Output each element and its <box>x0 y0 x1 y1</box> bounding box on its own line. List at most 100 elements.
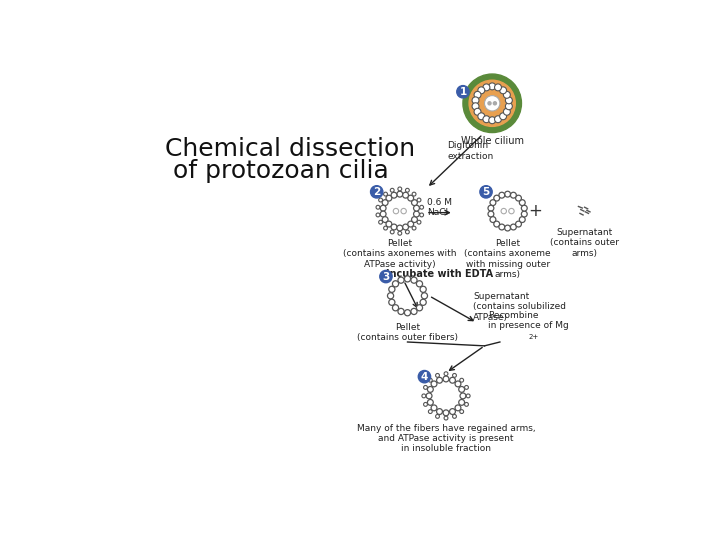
Circle shape <box>420 213 423 217</box>
Circle shape <box>376 205 380 209</box>
Circle shape <box>408 221 413 227</box>
Circle shape <box>474 109 481 115</box>
Circle shape <box>412 226 416 230</box>
Text: Many of the fibers have regained arms,
and ATPase activity is present
in insolub: Many of the fibers have regained arms, a… <box>356 423 535 454</box>
Circle shape <box>449 377 456 383</box>
Circle shape <box>408 195 413 201</box>
Circle shape <box>428 400 433 406</box>
Circle shape <box>444 372 448 376</box>
Circle shape <box>380 211 386 217</box>
Circle shape <box>494 221 500 227</box>
Circle shape <box>472 103 479 110</box>
Circle shape <box>505 225 510 231</box>
Circle shape <box>436 415 439 419</box>
Circle shape <box>391 192 397 198</box>
Circle shape <box>405 230 409 234</box>
Text: 2: 2 <box>373 187 380 197</box>
Circle shape <box>405 188 409 192</box>
Circle shape <box>398 187 402 191</box>
Circle shape <box>478 113 485 120</box>
Circle shape <box>371 186 383 198</box>
Circle shape <box>489 83 495 90</box>
Circle shape <box>460 379 464 382</box>
Circle shape <box>428 379 432 382</box>
Text: 1: 1 <box>459 87 467 97</box>
Circle shape <box>397 191 402 197</box>
Circle shape <box>443 376 449 382</box>
Circle shape <box>494 195 500 201</box>
Circle shape <box>412 200 418 206</box>
Circle shape <box>376 213 380 217</box>
Circle shape <box>490 217 496 222</box>
Circle shape <box>382 217 388 222</box>
Circle shape <box>420 205 423 209</box>
Circle shape <box>516 221 521 227</box>
Circle shape <box>460 393 466 399</box>
Circle shape <box>420 299 426 305</box>
Circle shape <box>510 224 516 230</box>
Text: Whole cilium: Whole cilium <box>461 136 523 146</box>
Circle shape <box>389 299 395 305</box>
Circle shape <box>398 277 404 283</box>
Circle shape <box>413 205 420 211</box>
Circle shape <box>386 195 392 201</box>
Circle shape <box>418 370 431 383</box>
Circle shape <box>416 281 423 287</box>
Circle shape <box>455 405 461 411</box>
Circle shape <box>431 381 437 387</box>
Circle shape <box>460 410 464 414</box>
Circle shape <box>519 200 525 206</box>
Circle shape <box>436 377 443 383</box>
Circle shape <box>499 224 505 230</box>
Circle shape <box>393 208 399 214</box>
Circle shape <box>423 402 428 406</box>
Circle shape <box>472 97 479 104</box>
Circle shape <box>521 205 527 211</box>
Text: Recombine
in presence of Mg: Recombine in presence of Mg <box>488 311 569 330</box>
Circle shape <box>453 374 456 377</box>
Circle shape <box>463 74 521 132</box>
Circle shape <box>436 374 439 377</box>
Circle shape <box>397 225 402 231</box>
Circle shape <box>402 224 408 230</box>
Circle shape <box>456 85 469 98</box>
Circle shape <box>417 198 421 202</box>
Text: Supernatant
(contains solubilized
ATPase): Supernatant (contains solubilized ATPase… <box>473 292 566 322</box>
Circle shape <box>411 277 417 283</box>
Circle shape <box>521 211 527 217</box>
Circle shape <box>503 109 510 115</box>
Circle shape <box>455 381 461 387</box>
Circle shape <box>501 208 506 214</box>
Circle shape <box>488 102 491 105</box>
Text: of protozoan cilia: of protozoan cilia <box>173 159 388 183</box>
Circle shape <box>387 293 394 299</box>
Circle shape <box>499 192 505 198</box>
Circle shape <box>401 208 406 214</box>
Circle shape <box>488 211 494 217</box>
Text: Pellet
(contains outer fibers): Pellet (contains outer fibers) <box>357 323 458 342</box>
Circle shape <box>464 402 469 406</box>
Circle shape <box>380 205 386 211</box>
Circle shape <box>478 87 485 94</box>
Circle shape <box>398 231 402 235</box>
Circle shape <box>485 96 500 111</box>
Text: 2+: 2+ <box>528 334 539 340</box>
Circle shape <box>449 409 456 415</box>
Circle shape <box>412 217 418 222</box>
Circle shape <box>510 192 516 198</box>
Circle shape <box>386 221 392 227</box>
Circle shape <box>405 276 410 282</box>
Circle shape <box>500 87 507 94</box>
Text: Incubate with EDTA: Incubate with EDTA <box>386 269 493 279</box>
Text: 0.6 M
NaCl: 0.6 M NaCl <box>427 198 451 217</box>
Circle shape <box>519 217 525 222</box>
Circle shape <box>390 230 394 234</box>
Text: Pellet
(contains axonemes with
ATPase activity): Pellet (contains axonemes with ATPase ac… <box>343 239 456 268</box>
Circle shape <box>459 387 464 393</box>
Text: Chemical dissection: Chemical dissection <box>165 138 415 161</box>
Text: Digitonin
extraction: Digitonin extraction <box>448 141 494 161</box>
Text: Pellet
(contains axoneme
with missing outer
arms): Pellet (contains axoneme with missing ou… <box>464 239 551 279</box>
Circle shape <box>423 386 428 389</box>
Circle shape <box>495 116 501 123</box>
Circle shape <box>428 387 433 393</box>
